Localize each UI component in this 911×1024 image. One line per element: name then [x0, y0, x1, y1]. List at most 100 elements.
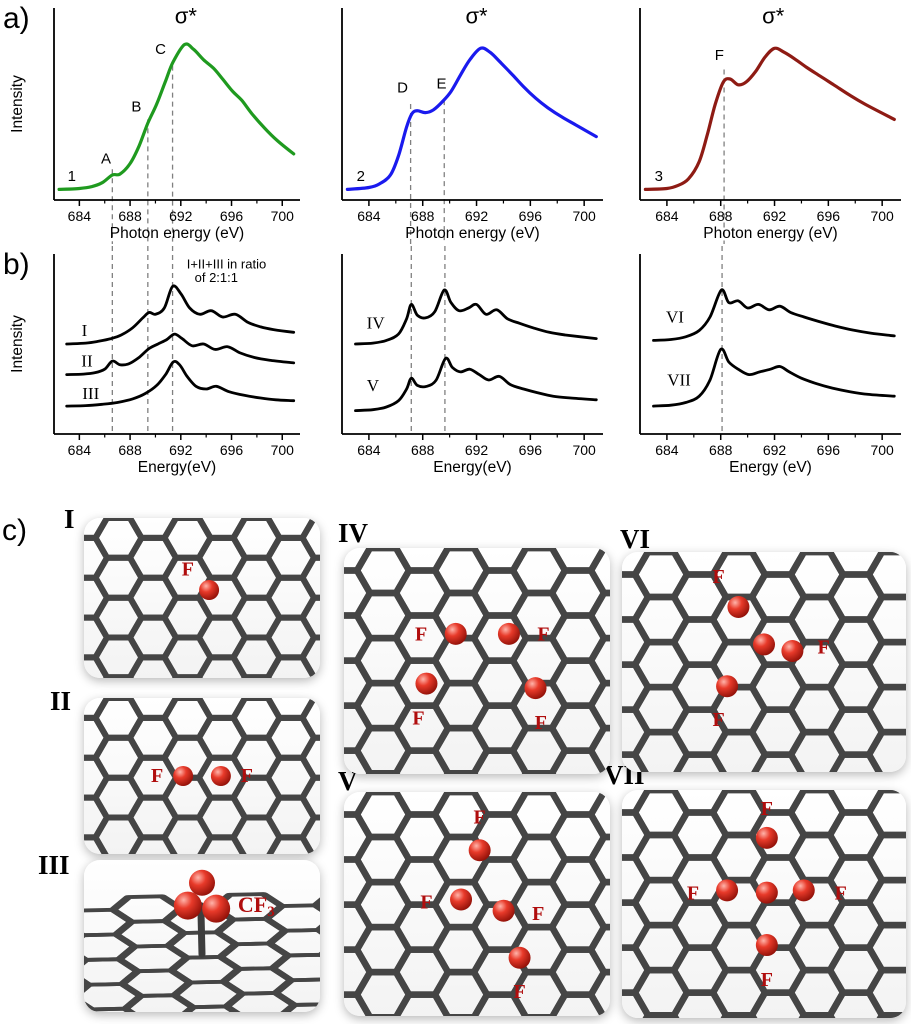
graphene-lattice [84, 698, 320, 854]
fluorine-label: F [761, 969, 773, 991]
fluorine-atom [415, 672, 438, 695]
y-axis-label: Intensity [9, 75, 26, 133]
x-tick-label: 684 [655, 208, 679, 224]
x-tick-label: 696 [519, 442, 543, 458]
carbon-hexagon [241, 674, 272, 678]
x-tick-label: 692 [169, 442, 193, 458]
x-tick-label: 688 [118, 208, 142, 224]
x-tick-label: 688 [411, 442, 435, 458]
spectrum-curve-VII [652, 347, 896, 408]
carbon-hexagon [642, 1011, 680, 1018]
fluorine-label: F [535, 712, 547, 734]
spectrum-curve-VI [652, 288, 896, 342]
carbon-hexagon [84, 1006, 149, 1012]
carbon-hexagon [344, 657, 374, 709]
spectrum-curve-1 [57, 42, 296, 191]
carbon-hexagon [299, 734, 320, 781]
panel-b-label: b) [3, 248, 30, 281]
carbon-hexagon [622, 854, 652, 906]
carbon-hexagon [720, 1011, 758, 1018]
fluorine-atom [755, 881, 778, 904]
x-axis-label: Photon energy (eV) [703, 225, 837, 242]
x-tick-label: 684 [68, 208, 92, 224]
annotation-e: E [437, 76, 447, 93]
carbon-hexagon [587, 792, 610, 841]
x-tick-label: 700 [271, 442, 295, 458]
annotation--: σ* [762, 3, 785, 28]
x-axis-label: Photon energy (eV) [405, 225, 539, 242]
structure-panel-VII: F F F F [622, 790, 906, 1018]
annotation-a: A [101, 151, 111, 168]
fluorine-atom [202, 894, 231, 923]
fluorine-atom [727, 596, 750, 618]
spectrum-curve-3 [643, 46, 896, 191]
fluorine-atom [189, 869, 215, 896]
carbon-hexagon [587, 833, 610, 886]
x-tick-label: 684 [357, 208, 381, 224]
carbon-hexagon [84, 957, 143, 987]
carbon-hexagon [443, 769, 479, 774]
spectrum-curve-IV [354, 288, 598, 346]
carbon-hexagon [310, 674, 320, 678]
fluorine-label: F [412, 707, 424, 729]
fluorine-atom [781, 640, 804, 662]
x-tick-label: 700 [271, 208, 295, 224]
annotation-i: I [82, 321, 88, 340]
fluorine-label: F [712, 566, 724, 588]
carbon-hexagon [521, 769, 557, 774]
carbon-hexagon [865, 593, 906, 646]
x-tick-label: 688 [709, 208, 733, 224]
x-tick-label: 684 [68, 442, 92, 458]
carbon-hexagon [271, 977, 320, 1007]
fluorine-atom [716, 879, 739, 902]
annotation-f: F [715, 47, 724, 64]
x-axis-label: Energy(eV) [433, 459, 511, 476]
fluorine-atom [492, 899, 515, 922]
annotation-1: 1 [68, 168, 76, 185]
carbon-hexagon [299, 554, 320, 601]
carbon-hexagon [587, 548, 610, 597]
carbon-hexagon [865, 831, 906, 884]
annotation-v: V [367, 376, 380, 395]
fluorine-atom [792, 879, 815, 902]
carbon-hexagon [622, 661, 652, 713]
carbon-hexagon [103, 674, 134, 678]
structure-label-V: V [338, 766, 358, 796]
carbon-hexagon [311, 889, 320, 920]
fluorine-label: F [687, 882, 699, 904]
carbon-hexagon [299, 518, 320, 561]
fluorine-label: F [151, 765, 163, 787]
panel-a-label: a) [3, 2, 30, 35]
graphene-structure-V: F F F F [344, 792, 610, 1016]
structure-panel-IV: F F F F [344, 548, 610, 774]
x-tick-label: 696 [220, 442, 244, 458]
fluorine-label: F [532, 903, 544, 925]
carbon-hexagon [622, 944, 652, 996]
structure-panel-III: CF3 [84, 860, 320, 1012]
carbon-hexagon [876, 1011, 906, 1018]
carbon-hexagon [865, 638, 906, 691]
fluorine-atom [210, 766, 231, 786]
nexafs-plot-2: 684 688 692 696 700 Photon energy (eV) σ* D E 2 [341, 3, 603, 244]
fluorine-atom [444, 622, 467, 645]
x-tick-label: 696 [220, 208, 244, 224]
x-tick-label: 692 [169, 208, 193, 224]
carbon-hexagon [299, 774, 320, 821]
graphene-lattice [84, 518, 320, 678]
carbon-hexagon [865, 683, 906, 736]
annotation-d: D [397, 79, 408, 96]
carbon-hexagon [865, 728, 906, 772]
fluorine-label: F [474, 806, 486, 828]
structure-label-I: I [64, 504, 75, 534]
fluorine-label: F [818, 636, 830, 658]
carbon-hexagon [622, 899, 652, 951]
carbon-hexagon [622, 571, 652, 623]
annotation--: σ* [175, 3, 198, 28]
nexafs-plot-1: 684 688 692 696 700 Photon energy (eV) Intensi… [9, 3, 300, 244]
carbon-hexagon [268, 952, 320, 983]
fluorine-label: F [182, 558, 194, 580]
x-tick-label: 684 [655, 442, 679, 458]
structure-panel-I: F [84, 518, 320, 678]
cf3-bond [197, 902, 206, 958]
